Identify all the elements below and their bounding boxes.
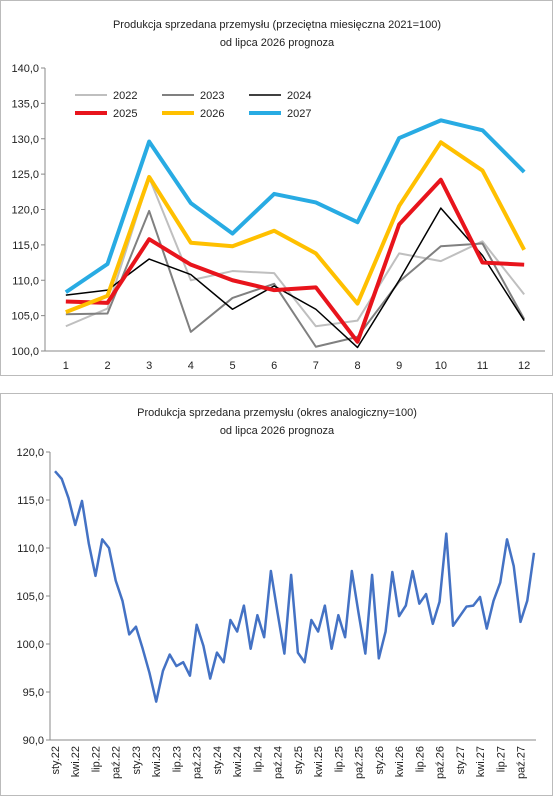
x-tick-label: kwi.22 [70, 746, 82, 777]
y-tick-label: 140,0 [11, 63, 39, 75]
x-tick-label: 8 [354, 360, 360, 372]
x-tick-label: 2 [104, 360, 110, 372]
y-tick-label: 115,0 [12, 240, 39, 252]
legend-label: 2027 [287, 108, 311, 120]
x-tick-label: sty.23 [131, 746, 143, 775]
x-tick-label: lip.23 [171, 746, 183, 772]
x-tick-label: sty.26 [374, 746, 386, 775]
x-tick-label: sty.25 [293, 746, 305, 775]
y-tick-label: 100,0 [11, 346, 39, 358]
x-tick-label: paź.27 [516, 746, 528, 779]
y-tick-label: 110,0 [17, 543, 44, 555]
x-tick-label: lip.26 [414, 746, 426, 772]
x-tick-label: sty.22 [50, 746, 62, 775]
y-tick-label: 95,0 [23, 687, 44, 699]
y-tick-label: 90,0 [23, 735, 44, 747]
x-tick-label: 7 [313, 360, 319, 372]
x-tick-label: sty.24 [212, 746, 224, 775]
series-line [54, 470, 536, 703]
legend-label: 2023 [200, 90, 224, 102]
x-tick-label: lip.24 [252, 746, 264, 772]
chart-subtitle: od lipca 2026 prognoza [220, 425, 335, 437]
chart-frame [0, 393, 553, 796]
x-tick-label: 1 [63, 360, 69, 372]
y-tick-label: 135,0 [11, 98, 39, 110]
x-tick-label: 6 [271, 360, 277, 372]
y-tick-label: 105,0 [11, 311, 39, 323]
x-tick-label: lip.22 [90, 746, 102, 772]
chart-title: Produkcja sprzedana przemysłu (przeciętn… [113, 19, 441, 31]
series-line [65, 207, 525, 349]
x-tick-label: kwi.25 [313, 746, 325, 777]
x-tick-label: 9 [396, 360, 402, 372]
chart-frame [0, 0, 553, 376]
chart-title: Produkcja sprzedana przemysłu (okres ana… [137, 407, 417, 419]
x-tick-label: paź.26 [435, 746, 447, 779]
series-line [64, 118, 526, 294]
y-tick-label: 120,0 [16, 447, 44, 459]
y-tick-label: 125,0 [11, 169, 39, 181]
y-tick-label: 120,0 [11, 205, 39, 217]
y-tick-label: 130,0 [11, 134, 39, 146]
legend-label: 2025 [113, 108, 137, 120]
x-tick-label: 5 [229, 360, 235, 372]
x-tick-label: paź.25 [354, 746, 366, 779]
y-tick-label: 115,0 [17, 495, 44, 507]
y-tick-label: 105,0 [16, 591, 44, 603]
x-tick-label: lip.25 [333, 746, 345, 772]
x-tick-label: paź.23 [192, 746, 204, 779]
x-tick-label: kwi.24 [232, 746, 244, 777]
x-tick-label: paź.22 [111, 746, 123, 779]
legend-label: 2024 [287, 90, 311, 102]
x-tick-label: kwi.23 [151, 746, 163, 777]
x-tick-label: paź.24 [273, 746, 285, 779]
x-tick-label: kwi.26 [394, 746, 406, 777]
x-tick-label: 12 [518, 360, 530, 372]
x-tick-label: sty.27 [455, 746, 467, 775]
x-tick-label: 11 [477, 360, 488, 372]
x-tick-label: 3 [146, 360, 152, 372]
series-line [65, 209, 526, 348]
x-tick-label: 10 [435, 360, 447, 372]
x-tick-label: 4 [188, 360, 194, 372]
chart-subtitle: od lipca 2026 prognoza [220, 37, 335, 49]
x-tick-label: kwi.27 [475, 746, 487, 777]
legend-label: 2022 [113, 90, 137, 102]
y-tick-label: 110,0 [12, 275, 39, 287]
series-line [65, 177, 525, 344]
series-line [65, 140, 526, 314]
y-tick-label: 100,0 [16, 639, 44, 651]
x-tick-label: lip.27 [495, 746, 507, 772]
legend-label: 2026 [200, 108, 224, 120]
